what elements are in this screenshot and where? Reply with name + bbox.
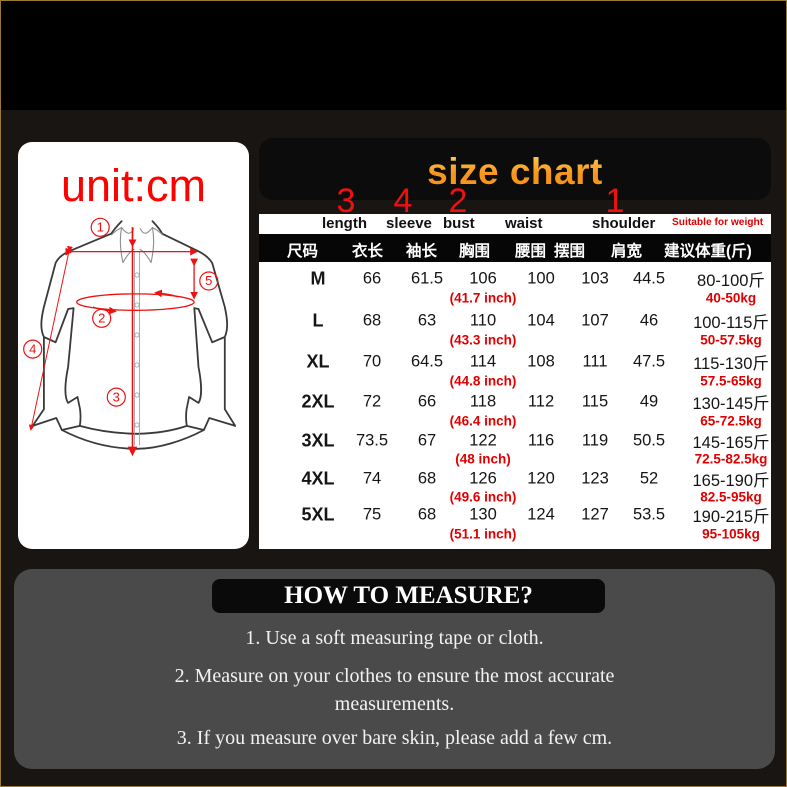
svg-text:4: 4 bbox=[29, 341, 36, 356]
svg-text:5: 5 bbox=[205, 273, 212, 288]
svg-text:2: 2 bbox=[98, 311, 105, 326]
svg-text:1: 1 bbox=[97, 220, 104, 235]
svg-text:3: 3 bbox=[113, 389, 120, 404]
